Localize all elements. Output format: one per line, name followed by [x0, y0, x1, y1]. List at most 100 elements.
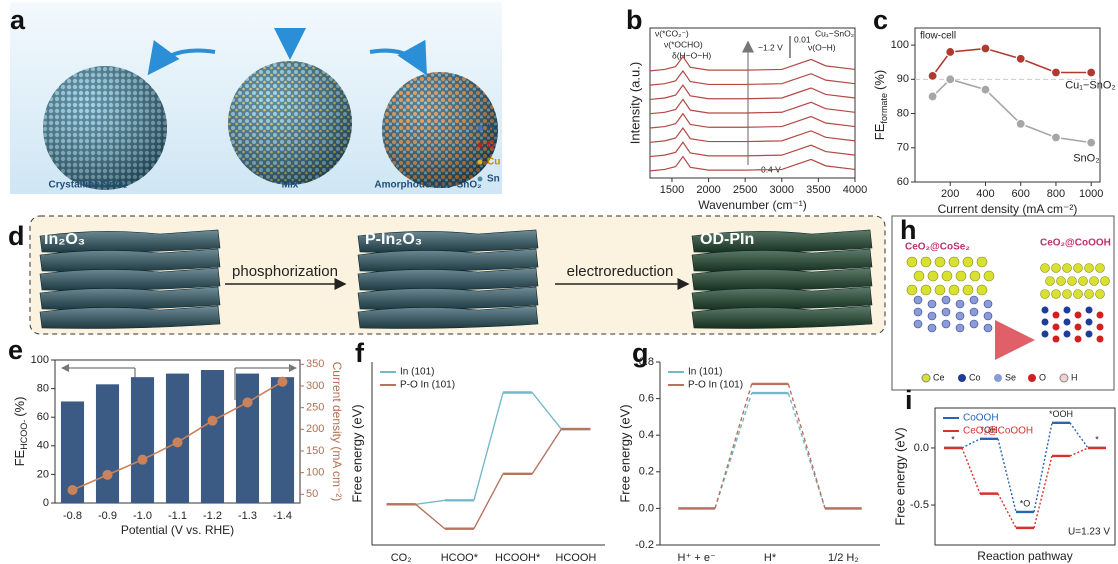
connector: [787, 383, 826, 509]
atom: [1062, 289, 1072, 299]
legend-label: CoOOH: [963, 413, 999, 424]
connector: [1069, 447, 1089, 457]
atom: [1084, 263, 1094, 273]
sheet: [39, 267, 221, 291]
bar: [200, 370, 225, 503]
atom: [1074, 311, 1082, 319]
x-tick-label: 3500: [806, 184, 830, 196]
point: [1015, 53, 1026, 64]
legend-dot: [477, 142, 483, 148]
x-tick-label: 2000: [696, 184, 720, 196]
x-tick-label: H⁺ + e⁻: [678, 552, 716, 564]
structure-label: CeO₂@CoSe₂: [905, 242, 970, 253]
x-tick-label: H*: [764, 552, 777, 564]
atom: [1045, 276, 1055, 286]
x-tick-label: 600: [1012, 188, 1030, 200]
atom: [1096, 323, 1104, 331]
sheet: [691, 305, 873, 329]
atom: [1073, 263, 1083, 273]
x-tick-label: -1.3: [238, 510, 257, 522]
annotation: U=1.23 V: [1068, 527, 1110, 538]
series-line: [649, 69, 856, 86]
y2-tick-label: 250: [306, 402, 324, 414]
plot-frame: [934, 407, 1116, 546]
y2-tick-label: 200: [306, 423, 324, 435]
annotation: ν(*CO₂⁻): [655, 28, 689, 38]
x-tick-label: -0.9: [98, 510, 117, 522]
panel-label: h: [900, 215, 917, 245]
x-tick-label: -0.8: [63, 510, 82, 522]
atom: [1063, 318, 1071, 326]
y2-tick-label: 300: [306, 380, 324, 392]
y-axis-label-part: FE: [872, 123, 887, 140]
annotation: −1.2 V: [758, 42, 783, 52]
legend-label: Ce: [933, 372, 945, 382]
atom: [927, 311, 937, 321]
point: [137, 454, 148, 465]
y-tick-label: 90: [897, 73, 909, 85]
connector: [714, 383, 753, 509]
y-tick-label: 0.8: [639, 356, 654, 368]
sphere-shade: [43, 66, 167, 190]
step-label: *O: [1020, 498, 1031, 508]
layer-stacks: [39, 229, 873, 329]
x-tick-label: 400: [976, 188, 994, 200]
legend-label: Co: [969, 372, 981, 382]
sheet: [357, 286, 539, 310]
y-axis-label: Intensity (a.u.): [627, 62, 642, 144]
step-label: *OOH: [1049, 409, 1073, 419]
y-axis-label: Free energy (eV): [892, 427, 907, 525]
y-tick-label: 0: [43, 497, 49, 509]
atom: [1096, 335, 1104, 343]
y-tick-label: 60: [897, 176, 909, 188]
y-tick-label: 60: [37, 411, 49, 423]
series-line: [649, 112, 856, 129]
x-tick-label: 1/2 H₂: [828, 552, 859, 564]
sphere-label: Amorphous Cu₁−SnO₂: [374, 180, 481, 191]
bar: [270, 377, 295, 503]
legend-label: Cu: [487, 157, 500, 168]
atom: [983, 299, 993, 309]
atom: [976, 256, 988, 268]
atom: [1096, 311, 1104, 319]
step-label: *: [951, 434, 955, 444]
atom: [1051, 263, 1061, 273]
atom: [1040, 289, 1050, 299]
sheet: [39, 248, 221, 272]
panel-label: b: [626, 5, 643, 35]
series-line: [649, 55, 856, 72]
y-tick-label: 100: [31, 354, 49, 366]
legend-dot: [994, 374, 1002, 382]
y-tick-label: 70: [897, 142, 909, 154]
legend-label: Se: [1005, 372, 1016, 382]
atom: [1078, 276, 1088, 286]
x-tick-label: HCOOH: [555, 552, 596, 564]
x-tick-label: -1.1: [168, 510, 187, 522]
annotation: δ(H−O−H): [672, 50, 711, 60]
y-tick-label: 20: [37, 468, 49, 480]
y-axis-label: Free energy (eV): [349, 404, 364, 502]
atom: [969, 270, 981, 282]
legend-label: P-O In (101): [688, 380, 743, 391]
connector: [415, 503, 446, 530]
connector: [415, 499, 445, 506]
connector: [531, 392, 562, 430]
x-axis-label: Potential (V vs. RHE): [121, 523, 234, 537]
atom: [1085, 330, 1093, 338]
stage-label: In₂O₃: [44, 231, 85, 248]
bar: [95, 384, 120, 503]
atom: [976, 284, 988, 296]
connector: [531, 428, 562, 475]
point: [980, 43, 991, 54]
legend-dot: [921, 373, 931, 383]
atom: [913, 295, 923, 305]
structure-label: CeO₂@CoOOH: [1040, 238, 1111, 249]
panel-label: f: [355, 338, 365, 368]
atom: [1041, 330, 1049, 338]
legend-label: H: [1071, 372, 1078, 382]
y-axis-label-part: HCOO-: [19, 420, 29, 450]
annotation: Cu₁−SnO₂: [815, 28, 854, 38]
y-tick-label: 80: [37, 383, 49, 395]
atom: [1041, 318, 1049, 326]
atom: [1095, 263, 1105, 273]
